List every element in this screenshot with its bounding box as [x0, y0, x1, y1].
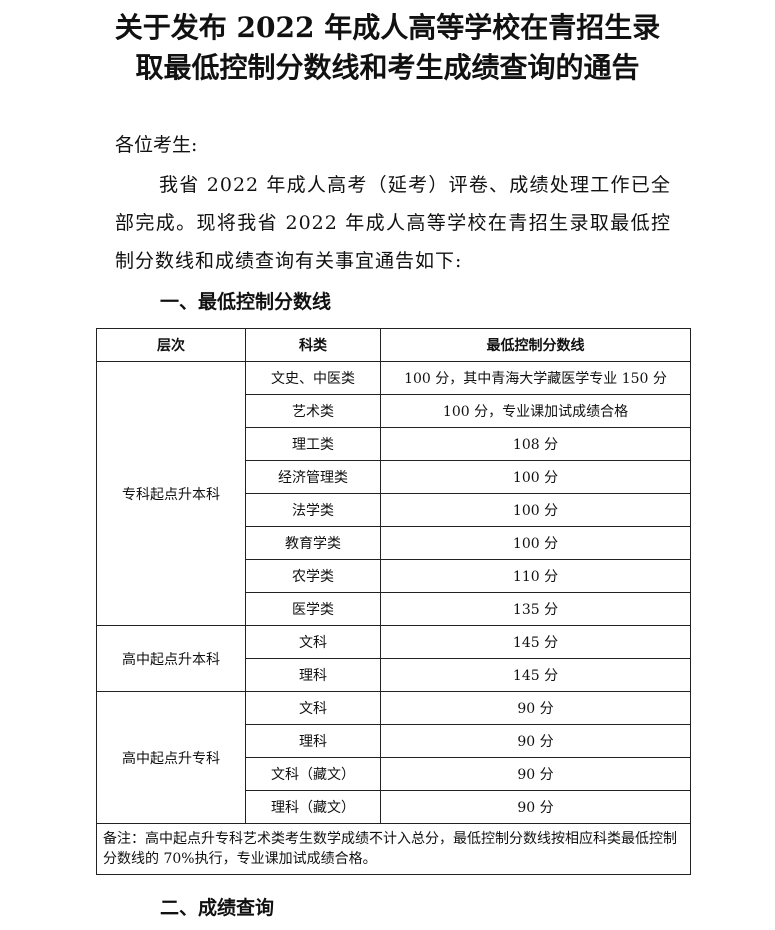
table-row: 农学类 110 分: [97, 559, 691, 593]
table-row: 法学类 100 分: [97, 493, 691, 527]
score-cell: 145 分: [380, 625, 691, 659]
score-cell: 100 分，其中青海大学藏医学专业 150 分: [380, 361, 691, 395]
column-header: 最低控制分数线: [380, 328, 691, 362]
score-cell: 145 分: [380, 658, 691, 692]
level-cell: 高中起点升本科: [96, 625, 246, 692]
table-body: 专科起点升本科 文史、中医类 100 分，其中青海大学藏医学专业 150 分艺术类 1…: [96, 361, 691, 875]
table-row: 高中起点升专科 文科 90 分: [96, 691, 691, 824]
category-cell: 艺术类: [245, 394, 381, 428]
section-heading: 一、最低控制分数线: [160, 291, 332, 313]
category-cell: 文科（藏文）: [245, 757, 381, 791]
score-table: 层次 科类 最低控制分数线 专科起点升本科 文史、中医类 100 分，其中青海大学藏…: [96, 328, 691, 875]
category-cell: 文史、中医类: [245, 361, 381, 395]
title: 关于发布 2022 年成人高等学校在青招生录 取最低控制分数线和考生成绩查询的通…: [0, 8, 775, 88]
salutation: 各位考生:: [115, 134, 198, 156]
category-cell: 理科: [245, 724, 381, 758]
score-cell: 90 分: [380, 757, 691, 791]
note-row: 备注：高中起点升专科艺术类考生数学成绩不计入总分，最低控制分数线按相应科类最低控…: [96, 823, 691, 875]
score-cell: 100 分，专业课加试成绩合格: [380, 394, 691, 428]
category-cell: 医学类: [245, 592, 381, 626]
title-line: 取最低控制分数线和考生成绩查询的通告: [135, 51, 640, 84]
category-cell: 理科: [245, 658, 381, 692]
category-cell: 法学类: [245, 493, 381, 527]
table-row: 高中起点升本科 文科 145 分: [96, 625, 691, 692]
category-cell: 教育学类: [245, 526, 381, 560]
table-row: 理科 145 分: [97, 658, 691, 692]
intro: 我省 2022 年成人高考（延考）评卷、成绩处理工作已全部完成。现将我省 202…: [115, 174, 671, 272]
column-header: 层次: [96, 328, 246, 362]
column-header: 科类: [245, 328, 381, 362]
score-cell: 90 分: [380, 724, 691, 758]
score-cell: 110 分: [380, 559, 691, 593]
score-cell: 108 分: [380, 427, 691, 461]
level-cell: 高中起点升专科: [96, 691, 246, 824]
table-row: 理工类 108 分: [97, 427, 691, 461]
level-cell: 专科起点升本科: [96, 361, 246, 626]
score-cell: 100 分: [380, 460, 691, 494]
score-cell: 100 分: [380, 493, 691, 527]
category-cell: 农学类: [245, 559, 381, 593]
table-row: 专科起点升本科 文史、中医类 100 分，其中青海大学藏医学专业 150 分: [96, 361, 691, 626]
score-cell: 90 分: [380, 790, 691, 824]
category-cell: 文科: [245, 625, 381, 659]
table-row: 艺术类 100 分，专业课加试成绩合格: [97, 394, 691, 428]
table-row: 文科（藏文） 90 分: [97, 757, 691, 791]
title-line: 关于发布 2022 年成人高等学校在青招生录: [114, 11, 661, 44]
note: 备注：高中起点升专科艺术类考生数学成绩不计入总分，最低控制分数线按相应科类最低控…: [96, 823, 691, 875]
category-cell: 经济管理类: [245, 460, 381, 494]
section-heading: 二、成绩查询: [160, 897, 275, 919]
table-row: 经济管理类 100 分: [97, 460, 691, 494]
table-row: 医学类 135 分: [97, 592, 691, 626]
header-row: 层次 科类 最低控制分数线: [96, 328, 691, 362]
category-cell: 理工类: [245, 427, 381, 461]
category-cell: 理科（藏文）: [245, 790, 381, 824]
score-cell: 90 分: [380, 691, 691, 725]
table-row: 教育学类 100 分: [97, 526, 691, 560]
score-cell: 100 分: [380, 526, 691, 560]
score-cell: 135 分: [380, 592, 691, 626]
category-cell: 文科: [245, 691, 381, 725]
